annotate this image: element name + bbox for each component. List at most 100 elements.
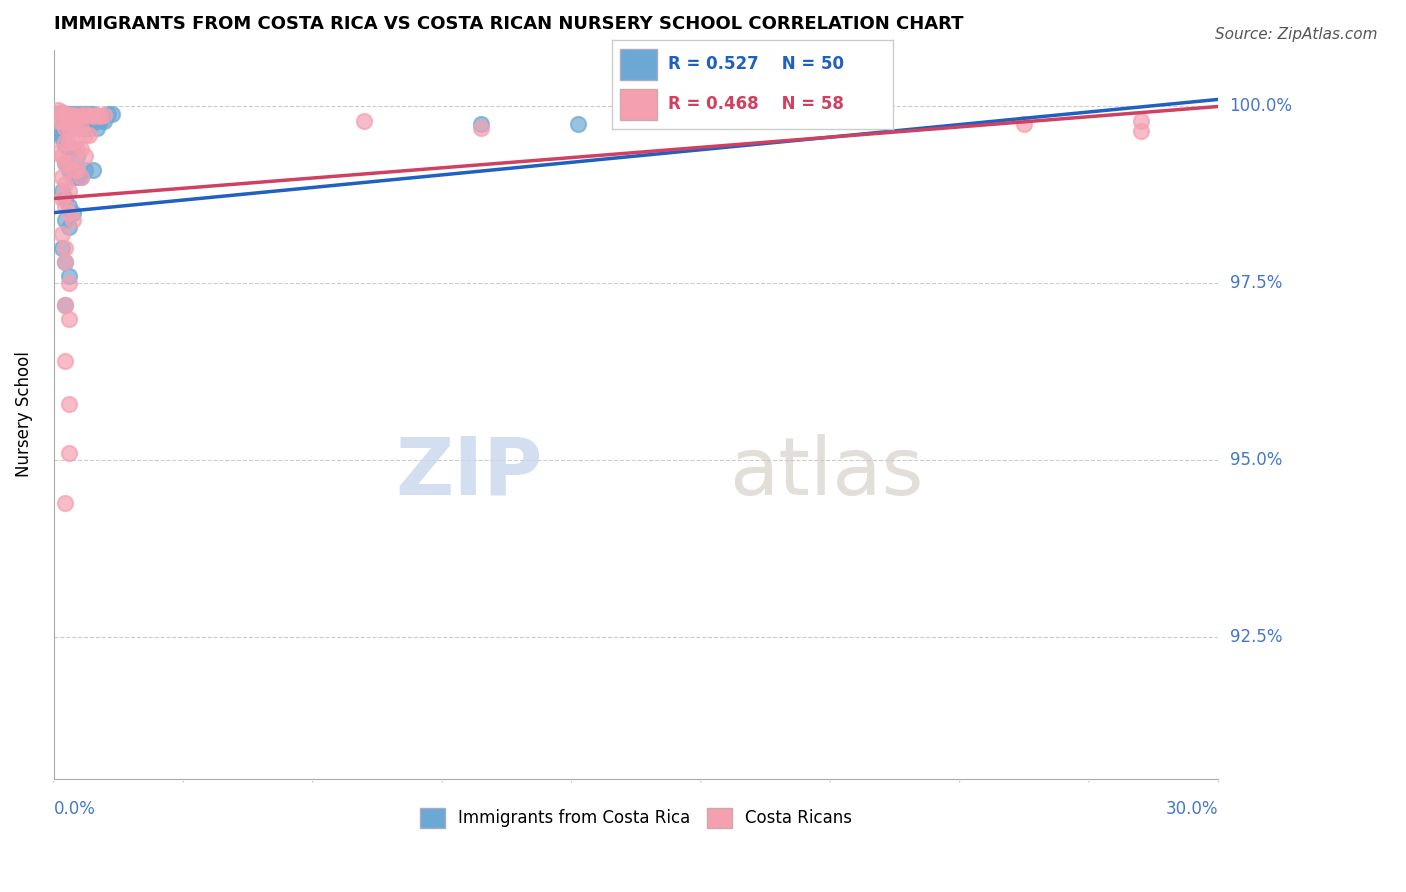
- Point: [55, 192, 77, 206]
- Point: [55, 198, 77, 212]
- Point: [93, 113, 115, 128]
- Text: 30.0%: 30.0%: [1166, 800, 1219, 818]
- Point: [567, 117, 589, 131]
- Point: [62, 142, 84, 156]
- Point: [58, 205, 80, 219]
- Point: [58, 219, 80, 234]
- Text: Source: ZipAtlas.com: Source: ZipAtlas.com: [1215, 27, 1378, 42]
- Point: [51, 192, 73, 206]
- Point: [55, 120, 77, 135]
- Point: [55, 298, 77, 312]
- Text: 97.5%: 97.5%: [1230, 275, 1282, 293]
- Point: [62, 120, 84, 135]
- Point: [55, 178, 77, 192]
- Point: [46, 113, 69, 128]
- Point: [58, 106, 80, 120]
- Point: [51, 113, 73, 128]
- Point: [62, 106, 84, 120]
- Point: [82, 109, 104, 123]
- Point: [73, 106, 96, 120]
- Point: [820, 113, 842, 128]
- Point: [51, 131, 73, 145]
- Point: [55, 212, 77, 227]
- Point: [46, 124, 69, 138]
- Point: [73, 163, 96, 178]
- Point: [66, 163, 89, 178]
- Point: [82, 106, 104, 120]
- Point: [89, 109, 111, 123]
- Point: [1014, 117, 1036, 131]
- Point: [55, 106, 77, 120]
- Point: [62, 135, 84, 149]
- Point: [58, 163, 80, 178]
- Point: [77, 106, 100, 120]
- Point: [58, 156, 80, 170]
- Point: [58, 142, 80, 156]
- Point: [62, 108, 84, 122]
- Point: [77, 128, 100, 142]
- Point: [58, 120, 80, 135]
- Point: [58, 198, 80, 212]
- Point: [70, 170, 93, 185]
- Point: [58, 185, 80, 199]
- Point: [66, 120, 89, 135]
- Point: [66, 149, 89, 163]
- Point: [58, 120, 80, 135]
- Y-axis label: Nursery School: Nursery School: [15, 351, 32, 477]
- Point: [55, 106, 77, 120]
- Point: [55, 255, 77, 269]
- Point: [66, 106, 89, 120]
- Point: [58, 397, 80, 411]
- Bar: [620, 49, 657, 80]
- Point: [66, 142, 89, 156]
- Point: [62, 205, 84, 219]
- Point: [66, 170, 89, 185]
- Point: [51, 227, 73, 241]
- Point: [89, 113, 111, 128]
- Point: [55, 298, 77, 312]
- Point: [77, 108, 100, 122]
- Point: [55, 156, 77, 170]
- Point: [58, 135, 80, 149]
- Point: [55, 496, 77, 510]
- Point: [73, 128, 96, 142]
- Text: R = 0.468    N = 58: R = 0.468 N = 58: [668, 95, 844, 113]
- Point: [70, 142, 93, 156]
- Text: ZIP: ZIP: [395, 434, 543, 512]
- Point: [58, 277, 80, 291]
- Point: [62, 170, 84, 185]
- Point: [70, 108, 93, 122]
- Point: [353, 113, 375, 128]
- Point: [51, 128, 73, 142]
- Point: [51, 241, 73, 255]
- Point: [73, 120, 96, 135]
- Point: [51, 113, 73, 128]
- Point: [46, 106, 69, 120]
- Point: [55, 241, 77, 255]
- Text: atlas: atlas: [730, 434, 924, 512]
- Point: [93, 108, 115, 122]
- Point: [97, 106, 120, 120]
- Point: [55, 354, 77, 368]
- Point: [70, 120, 93, 135]
- Point: [77, 120, 100, 135]
- Point: [58, 311, 80, 326]
- Point: [86, 120, 108, 135]
- Point: [46, 103, 69, 117]
- Point: [46, 145, 69, 160]
- Point: [51, 185, 73, 199]
- Point: [70, 106, 93, 120]
- Point: [470, 120, 492, 135]
- Text: 95.0%: 95.0%: [1230, 451, 1282, 469]
- Point: [101, 106, 124, 120]
- Point: [62, 212, 84, 227]
- Text: R = 0.527    N = 50: R = 0.527 N = 50: [668, 55, 844, 73]
- Point: [86, 108, 108, 122]
- Point: [66, 113, 89, 128]
- Point: [55, 113, 77, 128]
- Point: [66, 109, 89, 123]
- Point: [73, 149, 96, 163]
- Point: [62, 113, 84, 128]
- Point: [1129, 113, 1152, 128]
- Point: [73, 108, 96, 122]
